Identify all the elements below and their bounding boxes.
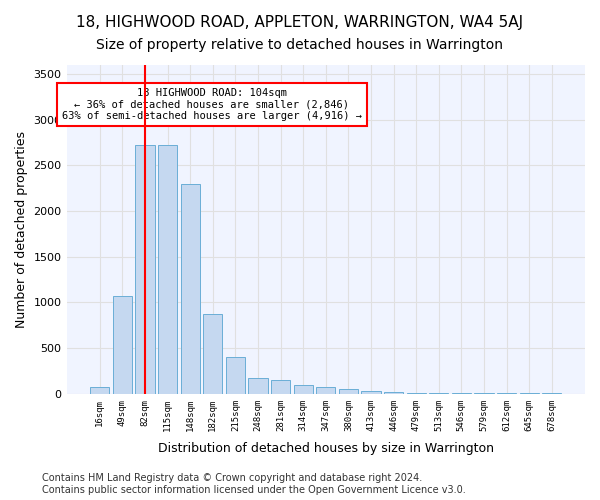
Bar xyxy=(361,391,380,394)
Bar xyxy=(203,314,223,394)
Text: 18, HIGHWOOD ROAD, APPLETON, WARRINGTON, WA4 5AJ: 18, HIGHWOOD ROAD, APPLETON, WARRINGTON,… xyxy=(76,15,524,30)
Text: Contains HM Land Registry data © Crown copyright and database right 2024.
Contai: Contains HM Land Registry data © Crown c… xyxy=(42,474,466,495)
Text: 18 HIGHWOOD ROAD: 104sqm
← 36% of detached houses are smaller (2,846)
63% of sem: 18 HIGHWOOD ROAD: 104sqm ← 36% of detach… xyxy=(62,88,362,121)
Bar xyxy=(293,384,313,394)
Bar xyxy=(136,145,155,394)
Bar xyxy=(158,145,177,394)
Text: Size of property relative to detached houses in Warrington: Size of property relative to detached ho… xyxy=(97,38,503,52)
Bar xyxy=(226,357,245,394)
Bar xyxy=(339,389,358,394)
Bar xyxy=(113,296,132,394)
X-axis label: Distribution of detached houses by size in Warrington: Distribution of detached houses by size … xyxy=(158,442,494,455)
Bar xyxy=(271,380,290,394)
Bar xyxy=(90,387,109,394)
Bar xyxy=(407,393,426,394)
Bar xyxy=(384,392,403,394)
Bar xyxy=(181,184,200,394)
Y-axis label: Number of detached properties: Number of detached properties xyxy=(15,131,28,328)
Bar xyxy=(248,378,268,394)
Bar xyxy=(316,387,335,394)
